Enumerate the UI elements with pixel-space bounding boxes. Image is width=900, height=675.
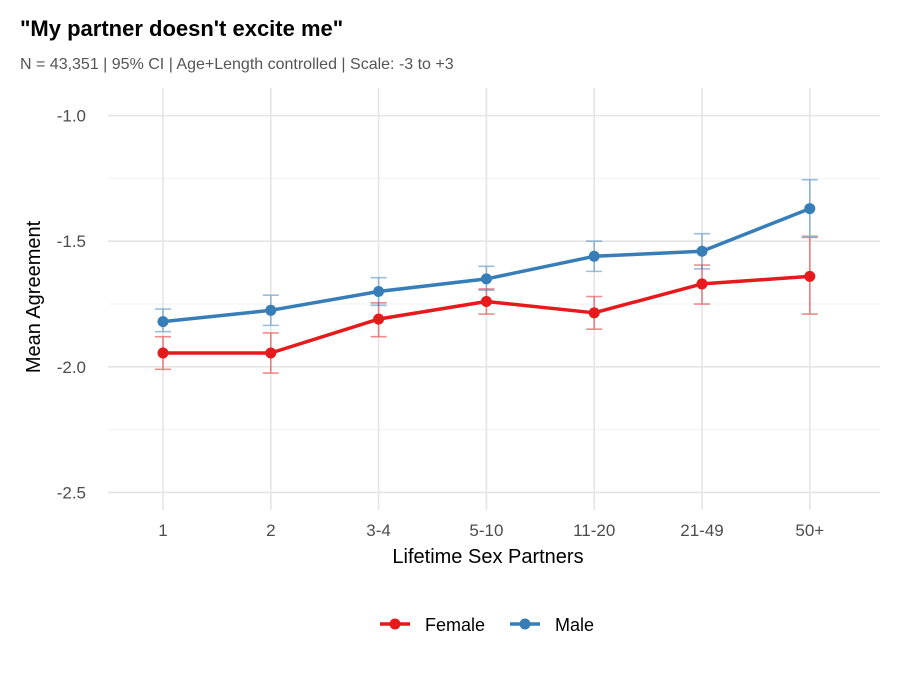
y-tick-label: -2.5 [57,483,86,502]
data-point-male [588,250,600,262]
y-tick-label: -2.0 [57,358,86,377]
data-point-male [804,203,816,215]
legend-label: Male [555,615,594,635]
x-tick-label: 1 [158,521,167,540]
x-tick-label: 5-10 [469,521,503,540]
chart-title: "My partner doesn't excite me" [20,16,344,41]
y-axis-ticks: -1.0 -1.5 -2.0 -2.5 [57,107,86,503]
x-tick-label: 3-4 [366,521,391,540]
x-tick-label: 2 [266,521,275,540]
data-point-female [265,347,277,359]
data-point-female [157,347,169,359]
data-point-male [265,304,277,316]
legend-item-male: Male [510,615,594,635]
data-point-male [157,316,169,328]
legend-item-female: Female [380,615,485,635]
x-tick-label: 50+ [795,521,824,540]
y-tick-label: -1.0 [57,107,86,126]
data-point-male [696,245,708,257]
x-axis-title: Lifetime Sex Partners [392,546,583,568]
x-tick-label: 21-49 [680,521,723,540]
y-tick-label: -1.5 [57,232,86,251]
data-point-female [373,313,385,325]
grid-lines [108,88,880,510]
data-point-female [696,278,708,290]
chart-subtitle: N = 43,351 | 95% CI | Age+Length control… [20,56,454,73]
data-point-female [588,307,600,319]
x-tick-label: 11-20 [573,521,615,540]
x-axis-ticks: 1 2 3-4 5-10 11-20 21-49 50+ [158,521,824,540]
legend-label: Female [425,615,485,635]
legend-swatch-point [389,618,401,630]
legend: Female Male [380,615,594,635]
data-point-female [480,296,492,308]
data-point-male [373,285,385,297]
y-axis-title: Mean Agreement [23,220,45,373]
data-point-female [804,270,816,282]
data-point-male [480,273,492,285]
legend-swatch-point [519,618,531,630]
series-layer [155,178,818,374]
